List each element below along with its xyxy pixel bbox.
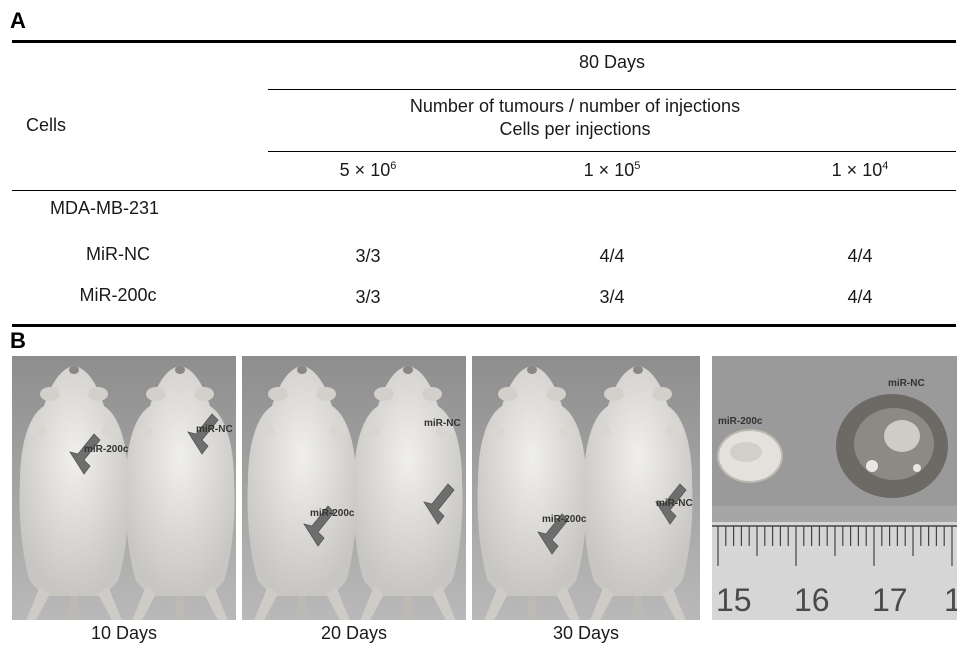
photo-30-days: miR-200c miR-NC: [472, 356, 700, 620]
ruler-ticks: [712, 525, 957, 566]
dose-1: 5 × 106: [339, 160, 397, 180]
photo-2-label-mir-200c: miR-200c: [310, 508, 355, 519]
group-label: MDA-MB-231: [50, 198, 160, 218]
cells-header: Cells: [26, 115, 67, 135]
tumour-label-mir-nc: miR-NC: [888, 378, 925, 389]
dose-2: 1 × 105: [583, 160, 641, 180]
row-label-mir-nc: MiR-NC: [86, 244, 150, 264]
cell-mir-200c-dose-3: 4/4: [847, 287, 873, 307]
ruler-number-18: 1: [944, 582, 957, 618]
photo-20-days: miR-200c miR-NC: [242, 356, 466, 620]
caption-10-days: 10 Days: [90, 623, 158, 643]
caption-30-days: 30 Days: [552, 623, 620, 643]
subheader-line-1: Number of tumours / number of injections: [409, 96, 741, 116]
photo-1-label-mir-200c: miR-200c: [84, 444, 129, 455]
photo-3-label-mir-nc: miR-NC: [656, 498, 693, 509]
ruler-number-16: 16: [794, 582, 830, 618]
dose-3: 1 × 104: [831, 160, 889, 180]
header-rule-2: [268, 151, 956, 152]
cell-mir-200c-dose-1: 3/3: [355, 287, 381, 307]
table-top-rule: [12, 40, 956, 43]
row-label-mir-200c: MiR-200c: [79, 285, 157, 305]
cell-mir-nc-dose-1: 3/3: [355, 246, 381, 266]
ruler-number-15: 15: [716, 582, 752, 618]
table-bottom-rule: [12, 324, 956, 327]
panel-b-label: B: [10, 328, 26, 353]
photo-2-label-mir-nc: miR-NC: [424, 418, 461, 429]
header-rule-3: [12, 190, 956, 191]
subheader-line-2: Cells per injections: [499, 119, 651, 139]
photo-tumours-ruler: miR-200c miR-NC 15 16 17 1: [712, 356, 957, 620]
cell-mir-nc-dose-2: 4/4: [599, 246, 625, 266]
cell-mir-200c-dose-2: 3/4: [599, 287, 625, 307]
time-header: 80 Days: [578, 52, 646, 72]
photo-1-label-mir-nc: miR-NC: [196, 424, 233, 435]
photo-3-label-mir-200c: miR-200c: [542, 514, 587, 525]
cell-mir-nc-dose-3: 4/4: [847, 246, 873, 266]
photo-10-days: miR-200c miR-NC: [12, 356, 236, 620]
caption-20-days: 20 Days: [320, 623, 388, 643]
header-rule-1: [268, 89, 956, 90]
tumour-label-mir-200c: miR-200c: [718, 416, 763, 427]
ruler-number-17: 17: [872, 582, 908, 618]
panel-a-label: A: [10, 8, 26, 33]
